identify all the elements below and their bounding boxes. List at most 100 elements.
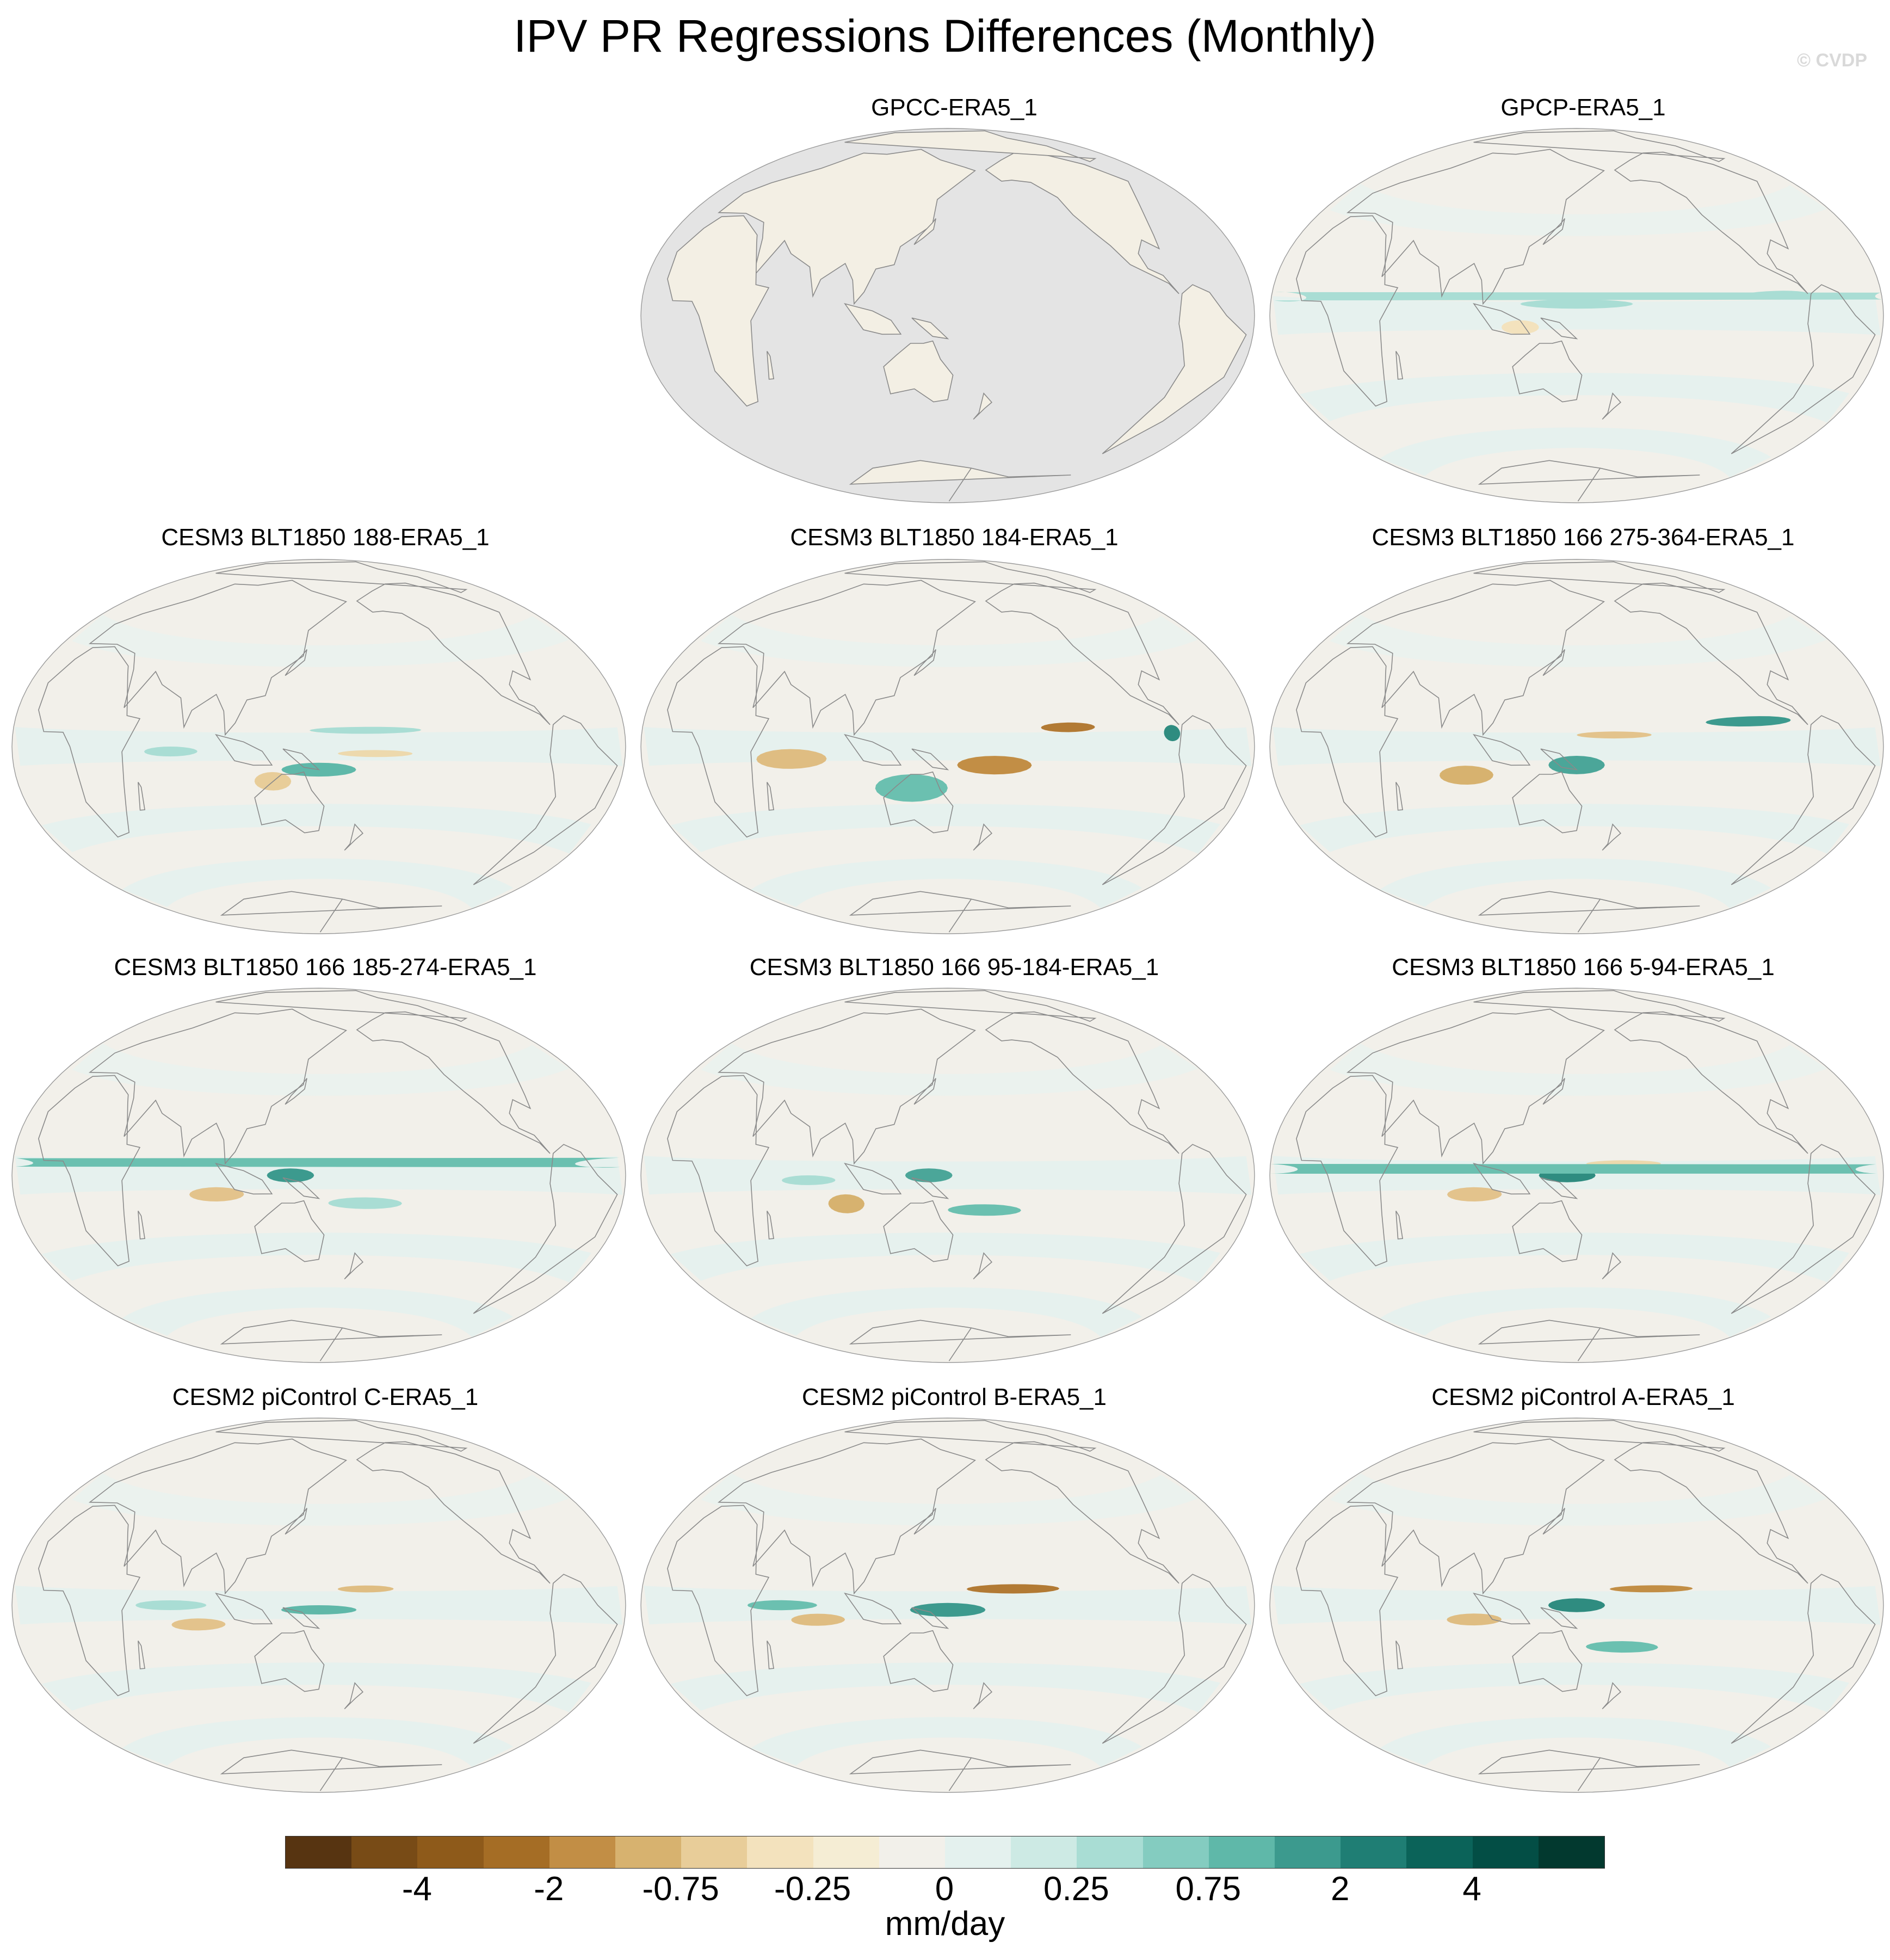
colorbar-tick-label: -4: [402, 1870, 432, 1908]
coastline-africa: [38, 1075, 141, 1267]
coastline-australia: [1512, 340, 1583, 403]
coastline-greenland: [844, 1420, 1097, 1452]
colorbar-box: [747, 1836, 813, 1868]
coastline-australia: [1512, 1200, 1583, 1262]
coastline-australia: [883, 1200, 954, 1262]
coastline-new-guinea: [1540, 1607, 1578, 1629]
coastline-madagascar: [1395, 1640, 1404, 1669]
coastline-new-zealand: [973, 823, 993, 851]
colorbar-tick-label: 4: [1462, 1870, 1481, 1908]
coastline-north-america: [1614, 582, 1808, 725]
coastline-madagascar: [1395, 781, 1404, 811]
anomaly-band: [701, 614, 1199, 667]
colorbar-units: mm/day: [885, 1905, 1005, 1943]
coastline-africa: [1296, 646, 1399, 838]
anomaly-region: [1274, 292, 1882, 302]
anomaly-band: [1273, 296, 1881, 335]
coastline-japan: [285, 649, 307, 676]
anomaly-band: [1380, 858, 1771, 909]
coastline-europe-asia: [717, 1008, 976, 1165]
coastline-antarctica: [220, 891, 442, 933]
colorbar-box: [1538, 1836, 1605, 1868]
coastline-new-guinea: [1540, 1177, 1578, 1199]
world-map: [640, 1417, 1255, 1793]
coastline-new-zealand: [1602, 823, 1622, 851]
coastline-europe-asia: [1346, 580, 1605, 736]
coastline-greenland: [844, 561, 1097, 593]
anomaly-band: [122, 1717, 514, 1767]
anomaly-band: [1330, 1043, 1827, 1096]
anomaly-region: [309, 726, 422, 734]
coastline-japan: [913, 1508, 936, 1535]
panel-title: CESM2 piControl C-ERA5_1: [172, 1384, 479, 1410]
coastline-australia: [254, 1200, 325, 1262]
coastline-africa: [667, 215, 770, 407]
anomaly-band: [72, 1473, 570, 1526]
coastline-new-zealand: [973, 1252, 993, 1280]
colorbar-box: [1077, 1836, 1143, 1868]
anomaly-band: [1380, 1717, 1771, 1767]
coastline-greenland: [1473, 561, 1726, 593]
coastline-north-america: [356, 582, 551, 725]
anomaly-region: [1520, 299, 1633, 309]
colorbar-box: [1472, 1836, 1539, 1868]
coastline-south-america: [1102, 1144, 1247, 1314]
coastline-africa: [667, 1505, 770, 1697]
coastline-new-zealand: [973, 1682, 993, 1710]
world-map: [640, 559, 1255, 934]
colorbar-tick-label: -0.75: [642, 1870, 719, 1908]
map-panel: [9, 1415, 629, 1796]
colorbar-box: [813, 1836, 879, 1868]
colorbar-box: [483, 1836, 549, 1868]
coastline-north-america: [356, 1441, 551, 1584]
panel-title: CESM2 piControl A-ERA5_1: [1431, 1384, 1735, 1410]
anomaly-region: [135, 1600, 207, 1610]
coastline-greenland: [215, 561, 468, 593]
anomaly-band: [1380, 427, 1771, 478]
coastline-north-america: [1614, 151, 1808, 294]
anomaly-region: [267, 1168, 314, 1182]
map-border: [640, 988, 1255, 1363]
coastline-new-guinea: [1540, 317, 1578, 340]
world-map: [640, 988, 1255, 1363]
anomaly-region: [189, 1187, 244, 1201]
coastline-new-guinea: [911, 1177, 949, 1199]
coastline-antarctica: [1478, 1320, 1700, 1361]
colorbar-box: [417, 1836, 484, 1868]
map-border: [640, 1417, 1255, 1793]
coastline-europe-asia: [88, 580, 347, 736]
map-border: [1269, 559, 1884, 934]
coastline-greenland: [844, 990, 1097, 1022]
coastline-antarctica: [1478, 1749, 1700, 1791]
coastline-africa: [38, 1505, 141, 1697]
anomaly-band: [670, 804, 1220, 854]
coastline-japan: [285, 1508, 307, 1535]
colorbar-box: [879, 1836, 946, 1868]
anomaly-region: [281, 1605, 357, 1614]
coastline-europe-asia: [88, 1438, 347, 1595]
anomaly-region: [337, 1585, 394, 1593]
coastline-new-guinea: [1540, 748, 1578, 771]
anomaly-band: [1330, 1473, 1827, 1526]
world-map: [1269, 559, 1884, 934]
anomaly-region: [15, 1157, 621, 1168]
coastline-north-america: [985, 151, 1179, 294]
coastline-south-america: [1731, 1144, 1876, 1314]
anomaly-band: [1330, 183, 1827, 236]
anomaly-region: [957, 756, 1032, 775]
coastline-new-zealand: [1602, 1252, 1622, 1280]
map-border: [11, 988, 626, 1363]
coastline-japan: [913, 218, 936, 245]
coastline-south-america: [1102, 1574, 1247, 1744]
coastline-madagascar: [767, 1210, 775, 1240]
coastline-australia: [883, 340, 954, 403]
map-panel: [1267, 125, 1887, 506]
coastline-south-america: [1102, 284, 1247, 454]
coastline-madagascar: [138, 1210, 146, 1240]
map-border: [11, 1417, 626, 1793]
anomaly-band: [72, 614, 570, 667]
anomaly-region: [1501, 320, 1539, 335]
panel-title: CESM3 BLT1850 188-ERA5_1: [161, 524, 490, 551]
colorbar-box: [615, 1836, 682, 1868]
anomaly-band: [41, 1662, 591, 1712]
